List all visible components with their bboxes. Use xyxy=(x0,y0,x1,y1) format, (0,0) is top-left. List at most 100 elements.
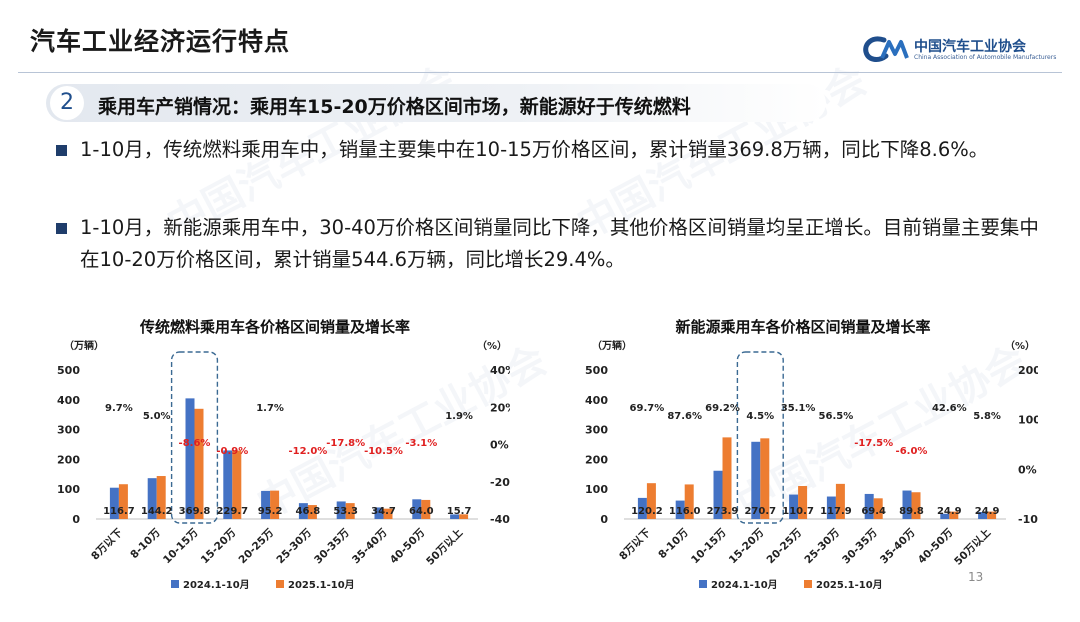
growth-label: -6.0% xyxy=(896,446,928,457)
legend-label-2024: 2024.1-10月 xyxy=(183,579,250,591)
x-tick-label: 40-50万 xyxy=(388,526,428,566)
highlight-box xyxy=(170,351,219,524)
value-label: 95.2 xyxy=(258,506,283,517)
value-label: 144.2 xyxy=(141,506,173,517)
growth-label: 56.5% xyxy=(819,411,854,422)
value-label: 117.9 xyxy=(820,506,852,517)
bar-2025 xyxy=(232,450,242,519)
x-tick-label: 20-25万 xyxy=(765,526,805,566)
bar-2024 xyxy=(675,500,685,519)
growth-label: 69.2% xyxy=(705,403,740,414)
bullet-text: 1-10月，传统燃料乘用车中，销量主要集中在10-15万价格区间，累计销量369… xyxy=(80,138,989,161)
bar-2024 xyxy=(261,490,271,519)
section-banner xyxy=(46,84,826,122)
y-axis-unit-label: （万辆） xyxy=(592,339,632,352)
chart-traditional-fuel: 传统燃料乘用车各价格区间销量及增长率 （万辆） （%） 0 100 200 300 400 5… xyxy=(40,316,510,606)
bar-2024 xyxy=(298,503,308,519)
growth-label: -17.5% xyxy=(854,438,893,449)
bar-2025 xyxy=(722,437,732,519)
y-tick-label: 500 xyxy=(585,364,608,377)
y-tick-label: 300 xyxy=(57,424,80,437)
value-label: 120.2 xyxy=(631,506,663,517)
value-label: 229.7 xyxy=(216,506,248,517)
x-tick-label: 30-35万 xyxy=(312,526,352,566)
bar-2025 xyxy=(987,511,997,519)
y2-tick-label: 200% xyxy=(1018,364,1038,377)
bar-2025 xyxy=(835,483,845,519)
bar-2025 xyxy=(684,484,694,519)
y-tick-label: 500 xyxy=(57,364,80,377)
x-tick-label: 8万以下 xyxy=(617,526,653,562)
value-label: 46.8 xyxy=(296,506,321,517)
x-tick-label: 35-40万 xyxy=(350,526,390,566)
chart-svg: （万辆） （%） 0 100 200 300 400 500 -40% -20% 0% 20% 40% 1… xyxy=(57,339,510,591)
x-tick-label: 8-10万 xyxy=(656,526,691,561)
y2-tick-label: 100% xyxy=(1018,414,1038,427)
legend-swatch-2025 xyxy=(276,580,284,588)
growth-label: -10.5% xyxy=(364,446,403,457)
growth-label: 69.7% xyxy=(630,403,665,414)
highlight-box xyxy=(736,351,784,524)
value-label: 116.7 xyxy=(103,506,135,517)
growth-label: -3.1% xyxy=(405,438,437,449)
growth-label: 1.9% xyxy=(445,411,473,422)
y-tick-label: 200 xyxy=(585,453,608,466)
value-label: 64.0 xyxy=(409,506,434,517)
bullet-square-icon xyxy=(56,145,67,156)
bar-2025 xyxy=(873,498,883,519)
bar-2024 xyxy=(637,497,647,519)
growth-label: 9.7% xyxy=(105,403,133,414)
bar-2025 xyxy=(194,408,204,519)
x-tick-label: 15-20万 xyxy=(727,526,767,566)
bullet-item: 1-10月，新能源乘用车中，30-40万价格区间销量同比下降，其他价格区间销量均… xyxy=(56,212,1046,276)
bar-2025 xyxy=(646,483,656,519)
bar-2024 xyxy=(940,513,950,519)
logo-name-en: China Association of Automobile Manufact… xyxy=(914,54,1057,61)
legend-label-2024: 2024.1-10月 xyxy=(711,579,778,591)
x-tick-label: 40-50万 xyxy=(916,526,956,566)
growth-label: 35.1% xyxy=(781,403,816,414)
x-tick-label: 15-20万 xyxy=(199,526,239,566)
legend-label-2025: 2025.1-10月 xyxy=(288,579,355,591)
x-tick-label: 50万以上 xyxy=(951,526,993,568)
bullet-text: 1-10月，新能源乘用车中，30-40万价格区间销量同比下降，其他价格区间销量均… xyxy=(80,216,1039,271)
page-number: 13 xyxy=(968,570,984,584)
x-tick-label: 25-30万 xyxy=(802,526,842,566)
bar-2025 xyxy=(459,514,469,519)
growth-label: 87.6% xyxy=(667,411,702,422)
x-tick-label: 10-15万 xyxy=(689,526,729,566)
value-label: 24.9 xyxy=(937,506,962,517)
bullet-square-icon xyxy=(56,223,67,234)
x-tick-label: 8万以下 xyxy=(89,526,125,562)
x-tick-label: 10-15万 xyxy=(161,526,201,566)
value-label: 369.8 xyxy=(179,506,211,517)
x-tick-label: 20-25万 xyxy=(237,526,277,566)
value-label: 110.7 xyxy=(782,506,814,517)
bar-2024 xyxy=(826,496,836,519)
bar-2025 xyxy=(911,492,921,519)
y2-tick-label: -100% xyxy=(1018,513,1038,526)
bar-2024 xyxy=(751,441,761,519)
y2-axis-unit-label: （%） xyxy=(477,339,507,352)
value-label: 69.4 xyxy=(861,506,886,517)
value-label: 89.8 xyxy=(899,506,924,517)
legend-swatch-2024 xyxy=(699,580,707,588)
y2-tick-label: -40% xyxy=(490,513,510,526)
y-tick-label: 100 xyxy=(585,483,608,496)
bar-2024 xyxy=(713,470,723,519)
bar-2025 xyxy=(421,499,431,519)
bar-2025 xyxy=(118,484,128,519)
bar-2024 xyxy=(902,490,912,519)
bar-2024 xyxy=(336,501,346,519)
bar-2025 xyxy=(270,490,280,519)
bar-2025 xyxy=(345,503,355,519)
y2-tick-label: 0% xyxy=(490,439,509,452)
x-tick-label: 35-40万 xyxy=(878,526,918,566)
value-label: 270.7 xyxy=(744,506,776,517)
section-number: 2 xyxy=(50,86,84,120)
growth-label: -17.8% xyxy=(326,438,365,449)
y-tick-label: 0 xyxy=(600,513,608,526)
growth-label: -8.6% xyxy=(179,438,211,449)
growth-label: 5.0% xyxy=(143,411,171,422)
